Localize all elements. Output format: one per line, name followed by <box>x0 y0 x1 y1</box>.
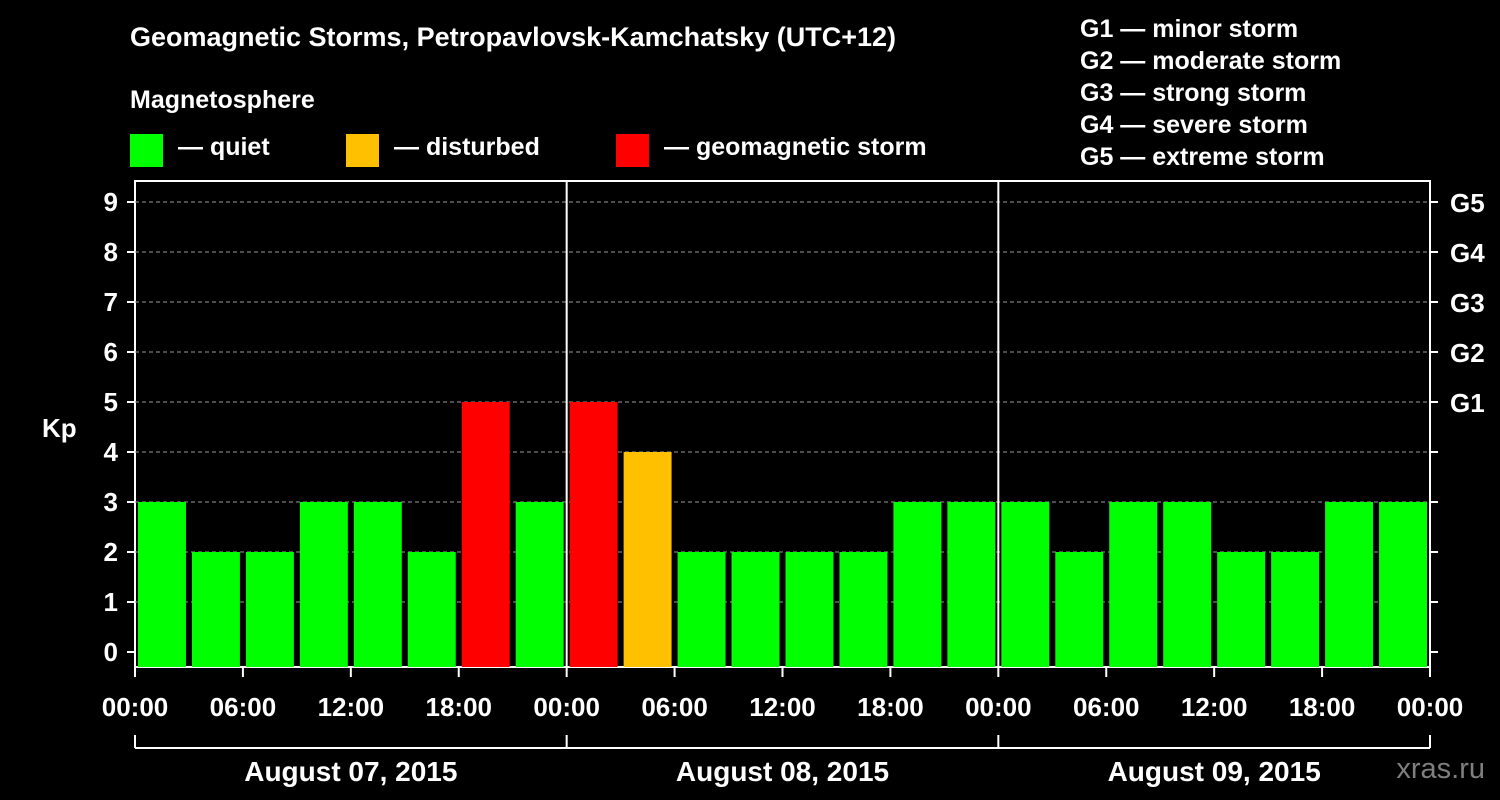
y-tick-label: 3 <box>104 487 118 517</box>
x-tick-label: 00:00 <box>533 692 600 722</box>
kp-bar <box>353 502 402 667</box>
chart-title: Geomagnetic Storms, Petropavlovsk-Kamcha… <box>130 22 897 52</box>
kp-bar <box>839 552 888 667</box>
storm-scale-g2: G2 — moderate storm <box>1080 47 1342 75</box>
x-tick-label: 06:00 <box>210 692 277 722</box>
x-tick-label: 12:00 <box>1181 692 1248 722</box>
legend-label-storm: — geomagnetic storm <box>664 133 927 161</box>
kp-bar <box>677 552 726 667</box>
watermark: xras.ru <box>1396 753 1485 785</box>
kp-bar <box>1055 552 1104 667</box>
storm-scale-g4: G4 — severe storm <box>1080 111 1308 139</box>
kp-bar <box>893 502 942 667</box>
storm-scale-g3: G3 — strong storm <box>1080 79 1307 107</box>
y-tick-label: 6 <box>104 337 118 367</box>
kp-bar <box>947 502 996 667</box>
x-tick-label: 00:00 <box>1397 692 1464 722</box>
g-level-label: G5 <box>1450 188 1485 218</box>
y-tick-label: 9 <box>104 187 118 217</box>
kp-bar <box>1379 502 1427 667</box>
y-tick-label: 0 <box>104 637 118 667</box>
g-level-label: G1 <box>1450 388 1485 418</box>
y-tick-label: 8 <box>104 237 118 267</box>
y-tick-label: 1 <box>104 587 118 617</box>
kp-bar <box>1163 502 1212 667</box>
legend-swatch-disturbed <box>346 134 379 167</box>
kp-bar <box>515 502 564 667</box>
kp-bar <box>138 502 186 667</box>
kp-bar <box>1325 502 1374 667</box>
y-tick-label: 5 <box>104 387 118 417</box>
legend-label-disturbed: — disturbed <box>394 133 540 161</box>
day-label: August 07, 2015 <box>244 756 457 787</box>
g-level-label: G4 <box>1450 238 1485 268</box>
kp-bar <box>1109 502 1158 667</box>
x-tick-label: 18:00 <box>426 692 493 722</box>
x-tick-label: 18:00 <box>1289 692 1356 722</box>
kp-bar <box>461 402 510 667</box>
y-tick-label: 2 <box>104 537 118 567</box>
kp-bar <box>407 552 456 667</box>
kp-bar <box>1001 502 1050 667</box>
y-tick-label: 7 <box>104 287 118 317</box>
kp-bar <box>731 552 780 667</box>
g-level-label: G3 <box>1450 288 1485 318</box>
storm-scale-g1: G1 — minor storm <box>1080 15 1299 43</box>
x-tick-label: 06:00 <box>641 692 708 722</box>
x-tick-label: 00:00 <box>102 692 169 722</box>
x-tick-label: 00:00 <box>965 692 1032 722</box>
legend-swatch-quiet <box>130 134 163 167</box>
kp-bar <box>569 402 618 667</box>
kp-bar <box>299 502 348 667</box>
kp-bar <box>1217 552 1266 667</box>
x-tick-label: 18:00 <box>857 692 924 722</box>
day-label: August 09, 2015 <box>1108 756 1321 787</box>
x-tick-label: 12:00 <box>749 692 816 722</box>
kp-bar <box>191 552 240 667</box>
x-tick-label: 12:00 <box>318 692 385 722</box>
kp-bar <box>1271 552 1320 667</box>
kp-bar <box>245 552 294 667</box>
y-axis-label: Kp <box>42 413 77 443</box>
g-level-label: G2 <box>1450 338 1485 368</box>
legend-swatch-storm <box>616 134 649 167</box>
x-tick-label: 06:00 <box>1073 692 1140 722</box>
kp-bar <box>785 552 834 667</box>
kp-bar <box>623 452 672 667</box>
storm-scale-g5: G5 — extreme storm <box>1080 143 1325 171</box>
day-label: August 08, 2015 <box>676 756 889 787</box>
y-tick-label: 4 <box>104 437 119 467</box>
legend-label-quiet: — quiet <box>178 133 270 161</box>
legend-heading: Magnetosphere <box>130 86 315 114</box>
